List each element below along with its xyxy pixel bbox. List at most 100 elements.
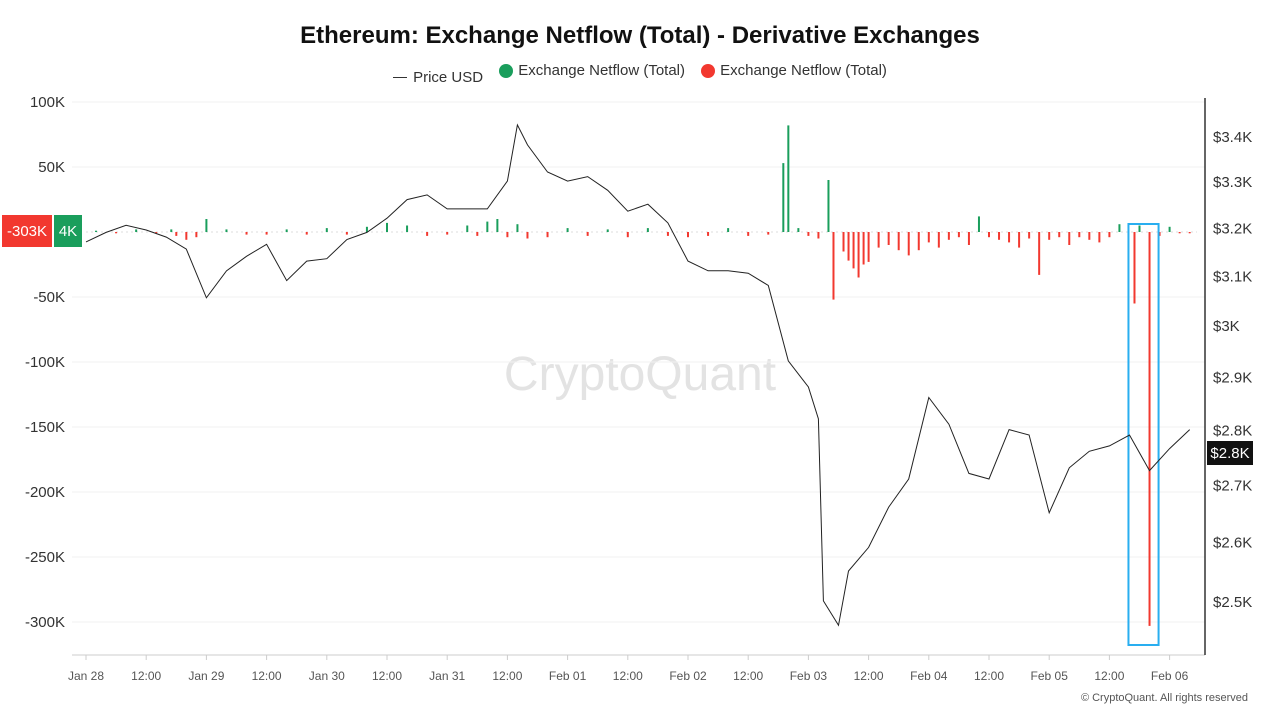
netflow-bar: [205, 219, 208, 232]
x-tick-label: 12:00: [1094, 669, 1124, 683]
netflow-bar: [225, 229, 228, 232]
netflow-bar: [185, 232, 188, 240]
x-tick-label: Jan 31: [429, 669, 465, 683]
legend-price[interactable]: Price USD: [393, 69, 483, 86]
netflow-bar: [977, 216, 980, 232]
netflow-bar: [867, 232, 870, 262]
legend-label: Exchange Netflow (Total): [720, 62, 887, 79]
netflow-bar: [1058, 232, 1061, 238]
netflow-bar: [1068, 232, 1071, 245]
watermark: CryptoQuant: [504, 348, 776, 401]
netflow-bar: [446, 232, 449, 235]
current-netflow-negative-tag: -303K: [2, 215, 52, 247]
netflow-bar: [155, 232, 158, 234]
right-tick-label: $3.1K: [1213, 269, 1252, 286]
netflow-bar: [797, 228, 800, 232]
netflow-bar: [245, 232, 248, 235]
netflow-bar: [897, 232, 900, 251]
netflow-bar: [496, 219, 499, 232]
netflow-bar: [345, 232, 348, 235]
netflow-bar: [646, 228, 649, 232]
x-tick-label: 12:00: [252, 669, 282, 683]
netflow-bar: [787, 125, 790, 232]
netflow-bar: [466, 225, 469, 232]
netflow-bar: [907, 232, 910, 256]
netflow-bar: [486, 221, 489, 232]
line-icon: [393, 76, 408, 78]
netflow-bar: [265, 232, 268, 235]
netflow-bar: [998, 232, 1001, 240]
x-tick-label: Feb 03: [790, 669, 828, 683]
netflow-bar: [857, 232, 860, 278]
netflow-bar: [666, 232, 669, 236]
legend: Price USD Exchange Netflow (Total) Excha…: [0, 62, 1280, 86]
netflow-bar: [767, 232, 770, 235]
netflow-bar: [887, 232, 890, 245]
netflow-bar: [516, 224, 519, 232]
netflow-bar: [1188, 232, 1191, 234]
netflow-bar: [506, 232, 509, 238]
netflow-bar: [170, 229, 173, 232]
right-tick-label: $2.6K: [1213, 535, 1252, 552]
netflow-bar: [877, 232, 880, 248]
netflow-bar: [707, 232, 710, 236]
netflow-bar: [285, 229, 288, 232]
x-tick-label: Feb 01: [549, 669, 587, 683]
netflow-bar: [1038, 232, 1041, 275]
chart-title: Ethereum: Exchange Netflow (Total) - Der…: [300, 22, 980, 49]
x-tick-label: Jan 30: [309, 669, 345, 683]
netflow-bar: [827, 180, 830, 232]
netflow-bar: [365, 226, 368, 232]
left-tick-label: -50K: [33, 289, 65, 306]
netflow-bar: [747, 232, 750, 236]
x-tick-label: Jan 29: [188, 669, 224, 683]
right-tick-label: $2.7K: [1213, 478, 1252, 495]
netflow-bar: [606, 229, 609, 232]
left-tick-label: -300K: [25, 614, 65, 631]
netflow-bar: [175, 232, 178, 236]
right-tick-label: $3.3K: [1213, 174, 1252, 191]
netflow-bar: [1138, 225, 1141, 232]
left-tick-label: -200K: [25, 484, 65, 501]
current-netflow-positive-tag: 4K: [54, 215, 82, 247]
netflow-bar: [1133, 232, 1136, 304]
x-tick-label: Feb 02: [669, 669, 707, 683]
legend-netflow-negative[interactable]: Exchange Netflow (Total): [701, 62, 887, 79]
netflow-bar: [1088, 232, 1091, 240]
netflow-bar: [782, 163, 785, 232]
netflow-bar: [817, 232, 820, 239]
x-tick-label: Feb 05: [1031, 669, 1069, 683]
netflow-bar: [947, 232, 950, 240]
netflow-bar: [832, 232, 835, 300]
netflow-bar: [842, 232, 845, 252]
netflow-bar: [546, 232, 549, 238]
right-tick-label: $3.2K: [1213, 221, 1252, 238]
netflow-bar: [727, 228, 730, 232]
netflow-bar: [687, 232, 689, 238]
netflow-bar: [1048, 232, 1051, 240]
netflow-bar: [476, 232, 479, 236]
netflow-bar: [1178, 232, 1181, 234]
netflow-bar: [1168, 226, 1171, 232]
netflow-bar: [927, 232, 930, 243]
dot-icon: [701, 63, 716, 78]
netflow-bar: [1028, 232, 1031, 239]
netflow-bar: [807, 232, 810, 236]
netflow-bar: [1108, 232, 1111, 238]
current-price-tag: $2.8K: [1207, 441, 1253, 465]
right-tick-label: $3.4K: [1213, 129, 1252, 146]
netflow-bar: [406, 225, 409, 232]
netflow-bar: [917, 232, 920, 251]
legend-netflow-positive[interactable]: Exchange Netflow (Total): [499, 62, 685, 79]
netflow-bar: [1118, 224, 1121, 232]
netflow-bar: [852, 232, 855, 269]
netflow-bar: [1008, 232, 1011, 243]
netflow-bar: [862, 232, 865, 265]
x-tick-label: Feb 04: [910, 669, 948, 683]
x-tick-label: 12:00: [131, 669, 161, 683]
x-tick-label: 12:00: [613, 669, 643, 683]
left-tick-label: -100K: [25, 354, 65, 371]
x-tick-label: 12:00: [854, 669, 884, 683]
netflow-bar: [1148, 232, 1151, 626]
